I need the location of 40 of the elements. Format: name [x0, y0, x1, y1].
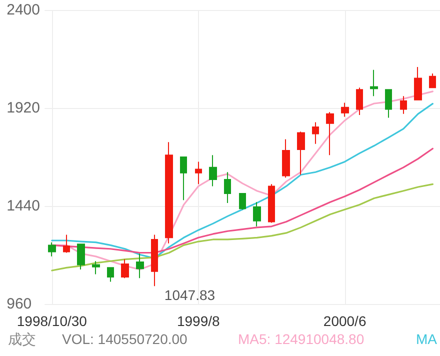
candlestick: [180, 156, 187, 201]
y-tick-label: 960: [6, 296, 32, 312]
x-tick-label: 2000/6: [323, 313, 366, 329]
candlestick: [195, 161, 202, 185]
annotation: 1047.83: [164, 287, 216, 304]
candlestick: [400, 96, 407, 114]
candlestick: [268, 184, 275, 224]
text: MA: [416, 331, 438, 347]
candlestick: [165, 142, 173, 244]
text: VOL: 140550720.00: [62, 331, 188, 347]
x-tick-label: 1999/8: [176, 313, 220, 329]
y-tick-label: 1440: [6, 198, 40, 214]
candlestick: [312, 122, 319, 144]
candlestick: [239, 193, 246, 210]
candlestick: [224, 172, 231, 204]
candlestick: [136, 253, 144, 279]
candlestick: [282, 138, 290, 178]
y-tick-label: 1920: [6, 100, 40, 116]
text: 成交: [8, 331, 36, 347]
text: MA5: 124910048.80: [238, 331, 364, 347]
y-tick-label: 2400: [6, 2, 40, 18]
candlestick: [77, 244, 85, 270]
candlestick: [253, 202, 261, 227]
candlestick: [151, 234, 158, 287]
candlestick: [385, 89, 392, 118]
x-tick-label: 1998/10/30: [16, 313, 88, 329]
candlestick: [429, 72, 436, 88]
candlestick: [209, 154, 217, 187]
candlestick: [107, 267, 114, 282]
candlestick: [121, 258, 129, 279]
candlestick: [341, 102, 349, 118]
line-series: [51, 183, 434, 272]
candlestick: [356, 87, 363, 116]
candlestick: [48, 242, 56, 257]
candlestick: [414, 66, 422, 100]
candlestick: [370, 69, 378, 97]
candlestick: [326, 112, 334, 156]
candlestick: [297, 131, 305, 176]
candlestick: [92, 260, 100, 275]
candlestick: [63, 234, 70, 254]
